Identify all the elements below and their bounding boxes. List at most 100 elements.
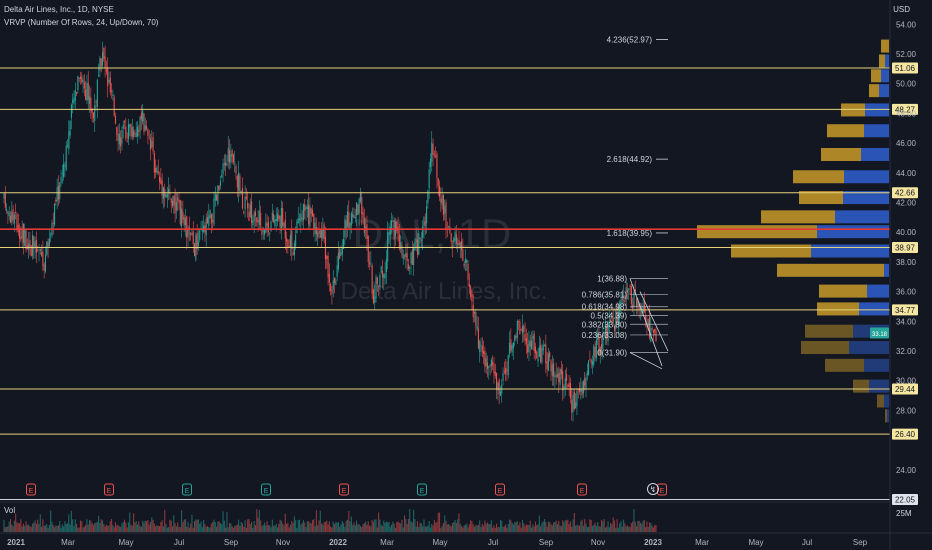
volume-bar [507, 524, 509, 532]
candle-body [333, 278, 336, 284]
candle-body [153, 153, 155, 173]
candle-body [310, 208, 312, 214]
fibonacci-drawings[interactable]: 4.236(52.97) 2.618(44.92) 1.618(39.95) 1(36… [582, 36, 669, 370]
candle-body [206, 217, 209, 224]
candle-body [254, 211, 257, 216]
volume-bar [123, 519, 126, 532]
volume-bar [31, 523, 34, 532]
candle-body [187, 228, 189, 237]
candle-body [343, 239, 345, 249]
candle-body [442, 194, 444, 215]
candle-body [624, 299, 626, 302]
candle-body [349, 222, 351, 229]
candle-body [353, 215, 355, 218]
volume-bar [519, 522, 521, 532]
candle-body [625, 287, 627, 300]
candle-body [533, 333, 535, 352]
volume-bar [262, 524, 264, 532]
candle-body [462, 249, 464, 261]
candle-body [407, 264, 409, 269]
candle-body [532, 336, 534, 339]
vp-row-down [879, 54, 885, 68]
volume-bar [260, 520, 262, 532]
volume-bar [497, 527, 499, 532]
volume-bar [532, 524, 534, 532]
volume-bar [227, 527, 229, 532]
candle-body [218, 186, 220, 190]
volume-bar [276, 527, 279, 532]
level-price-badge [892, 187, 918, 199]
candle-body [193, 243, 196, 257]
earnings-events[interactable]: E E E E E E E E E↯ [26, 483, 667, 496]
volume-bar [147, 520, 149, 532]
volume-bar [470, 520, 472, 532]
volume-bar [183, 519, 185, 532]
candle-body [608, 321, 610, 328]
volume-bar [593, 524, 595, 532]
candle-body [209, 210, 211, 218]
volume-bar [637, 521, 639, 532]
vp-row-down [777, 263, 884, 277]
volume-bar [503, 526, 505, 532]
candle-body [629, 285, 631, 287]
indicator-title[interactable]: VRVP (Number Of Rows, 24, Up/Down, 70) [4, 18, 159, 27]
volume-bar [15, 513, 17, 532]
candle-body [551, 364, 553, 376]
candle-body [464, 259, 467, 263]
candle-body [484, 350, 486, 367]
candle-body [59, 182, 61, 200]
vp-row-up [869, 379, 889, 393]
volume-bar [406, 524, 408, 532]
candle-body [219, 180, 222, 186]
candle-body [617, 314, 619, 324]
candle-body [572, 394, 574, 413]
candle-body [34, 241, 36, 248]
candle-body [381, 270, 384, 278]
candle-body [363, 217, 365, 233]
volume-bar [330, 526, 332, 532]
earnings-marker-label: E [660, 488, 665, 495]
candle-body [271, 212, 273, 221]
volume-bar [580, 521, 582, 532]
volume-bar [226, 512, 228, 532]
volume-bar [578, 525, 581, 532]
candle-body [555, 374, 557, 378]
volume-bar [630, 523, 632, 532]
volume-bar [149, 521, 152, 532]
vp-row-down [731, 244, 811, 258]
vp-row-up [884, 394, 889, 408]
price-axis[interactable]: 54.00 52.00 50.00 48.00 46.00 44.00 42.00 40.00… [870, 20, 917, 475]
volume-bar [620, 520, 622, 532]
volume-bar [365, 521, 367, 532]
volume-bar [549, 521, 551, 532]
volume-bar [289, 524, 292, 532]
time-tick: May [118, 538, 133, 547]
volume-bar [252, 527, 254, 532]
time-axis[interactable]: 2021 Mar May Jul Sep Nov 2022 Mar May Jul Sep Nov 20… [7, 538, 868, 547]
volume-bar [617, 527, 619, 532]
candle-body [564, 378, 566, 389]
volume-bar [288, 527, 290, 532]
volume-bar [28, 524, 30, 532]
volume-bar [196, 519, 198, 532]
candle-body [621, 298, 623, 301]
candle-body [463, 263, 465, 267]
volume-bars [3, 509, 657, 532]
candle-body [616, 311, 618, 324]
volume-bar [177, 522, 179, 532]
volume-bar [398, 522, 400, 532]
candle-body [157, 171, 159, 174]
volume-bar [241, 523, 244, 532]
volume-bar [636, 526, 638, 532]
volume-bar [251, 521, 253, 532]
candle-body [288, 246, 290, 248]
candle-body [427, 190, 429, 204]
volume-bar [12, 526, 14, 532]
candle-body [43, 264, 45, 271]
candle-body [359, 193, 362, 202]
vp-row-down [827, 124, 864, 138]
symbol-title[interactable]: Delta Air Lines, Inc., 1D, NYSE [4, 5, 114, 14]
candle-body [594, 347, 596, 358]
horizontal-levels[interactable]: 51.06 48.27 42.66 38.97 34.77 29.44 26.40 22.05 [0, 62, 918, 505]
